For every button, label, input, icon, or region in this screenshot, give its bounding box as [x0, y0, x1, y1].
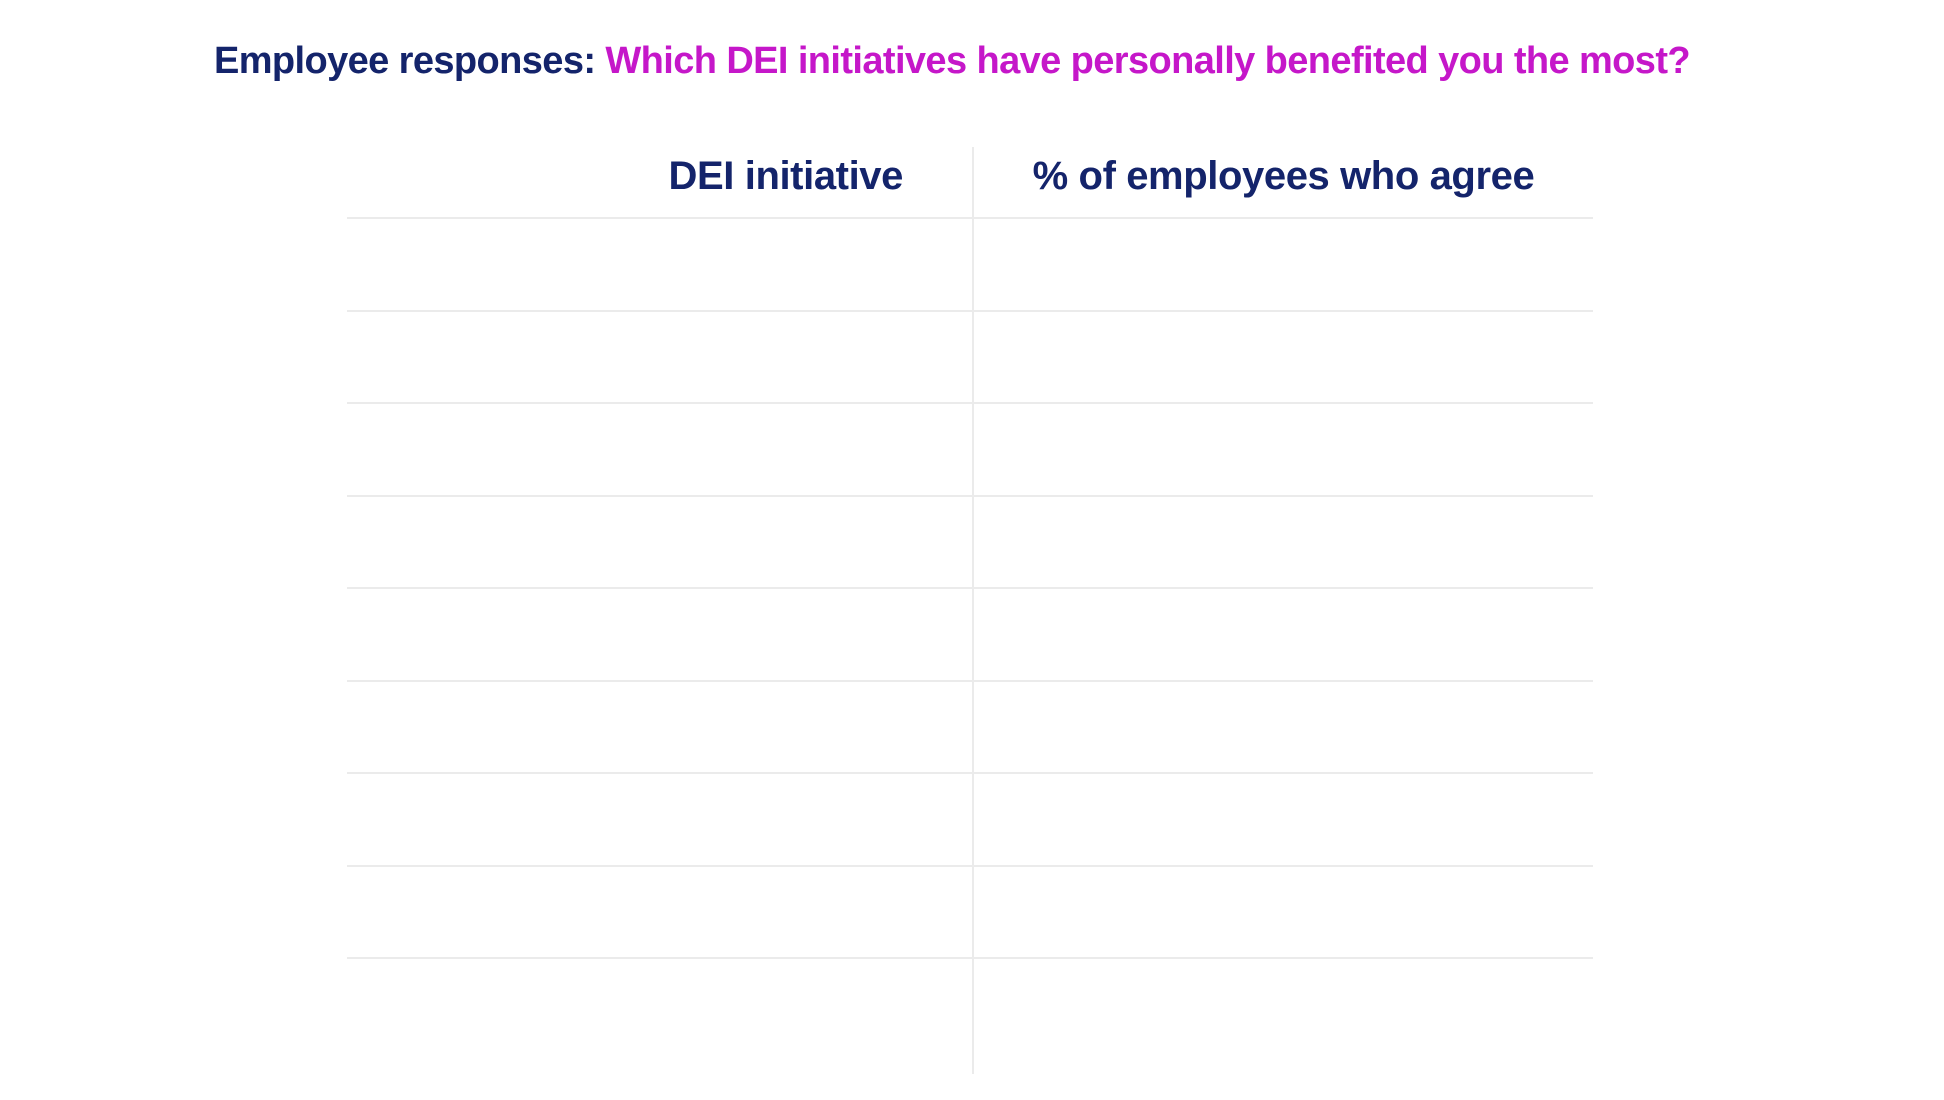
table-cell-percent	[972, 681, 1593, 774]
dei-table: DEI initiative % of employees who agree	[347, 147, 1593, 1074]
column-header-initiative-label: DEI initiative	[668, 153, 904, 198]
column-header-percent-label: % of employees who agree	[1032, 153, 1535, 198]
table-cell-percent	[972, 589, 1593, 682]
table-cell-initiative	[347, 589, 972, 682]
column-header-percent: % of employees who agree	[972, 147, 1593, 219]
page-title: Employee responses: Which DEI initiative…	[0, 40, 1924, 83]
table-cell-percent	[972, 866, 1593, 959]
table-cell-initiative	[347, 219, 972, 312]
table-cell-percent	[972, 219, 1593, 312]
title-question: Which DEI initiatives have personally be…	[605, 40, 1690, 82]
table-cell-percent	[972, 959, 1593, 1074]
table-cell-initiative	[347, 959, 972, 1074]
table-cell-percent	[972, 774, 1593, 867]
table-cell-percent	[972, 404, 1593, 497]
column-header-initiative: DEI initiative	[347, 147, 972, 219]
table-cell-initiative	[347, 774, 972, 867]
table-cell-initiative	[347, 404, 972, 497]
table-cell-initiative	[347, 312, 972, 404]
table-cell-initiative	[347, 682, 972, 774]
table-cell-percent	[972, 311, 1593, 404]
table-cell-initiative	[347, 867, 972, 959]
title-prefix: Employee responses:	[213, 40, 606, 82]
table-cell-initiative	[347, 497, 972, 589]
table-cell-percent	[972, 496, 1593, 589]
